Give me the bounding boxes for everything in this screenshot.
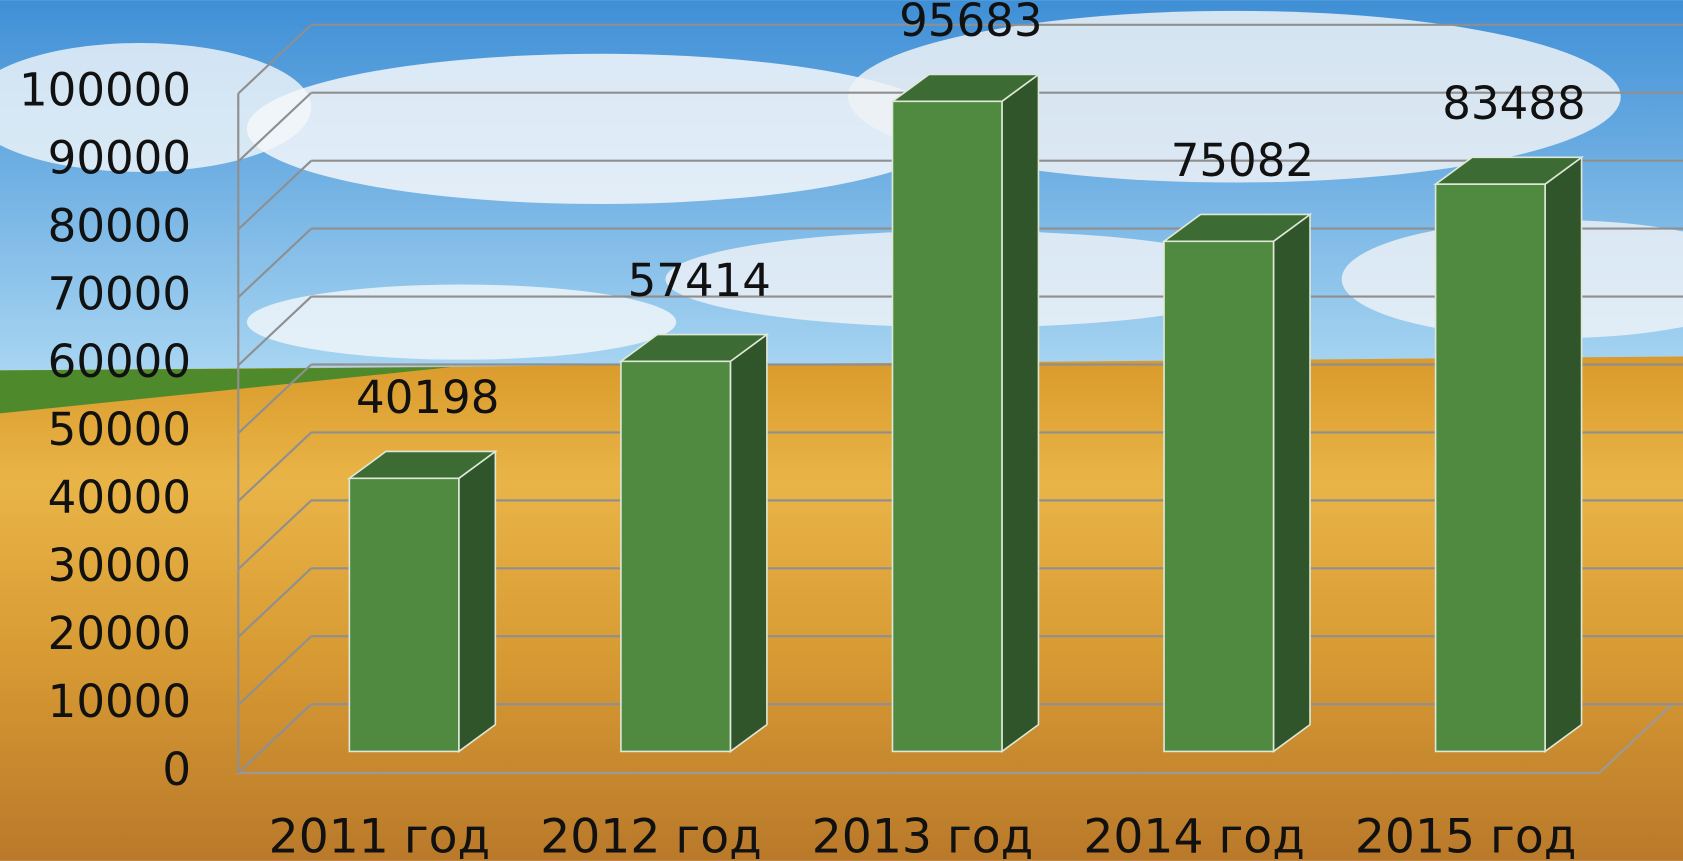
y-tick-label: 50000 <box>48 403 191 456</box>
bar-side <box>730 335 766 752</box>
value-label: 40198 <box>356 371 499 424</box>
bar <box>1436 184 1545 751</box>
y-tick-label: 0 <box>162 743 191 796</box>
y-tick-label: 20000 <box>48 607 191 660</box>
x-tick-label: 2013 год <box>812 809 1034 861</box>
bar-side <box>459 451 495 751</box>
y-tick-label: 30000 <box>48 539 191 592</box>
value-label: 95683 <box>899 0 1042 47</box>
bar <box>621 361 730 751</box>
y-tick-label: 80000 <box>48 199 191 252</box>
x-tick-label: 2011 год <box>269 809 491 861</box>
y-tick-label: 40000 <box>48 471 191 524</box>
bar <box>349 478 458 751</box>
value-label: 83488 <box>1442 77 1585 130</box>
background <box>0 0 1683 861</box>
y-tick-label: 60000 <box>48 335 191 388</box>
bar <box>1164 241 1273 751</box>
bar <box>892 101 1001 751</box>
y-tick-label: 10000 <box>48 675 191 728</box>
chart: 0 10000 20000 30000 40000 50000 60000 70000 8000… <box>0 0 1683 861</box>
bar-side <box>1545 157 1581 751</box>
bar-side <box>1002 75 1038 752</box>
page: {"chart_data": {"type": "bar3d", "catego… <box>0 0 1683 861</box>
value-label: 75082 <box>1171 134 1314 187</box>
y-tick-label: 90000 <box>48 131 191 184</box>
y-tick-label: 100000 <box>19 63 191 116</box>
x-tick-label: 2012 год <box>540 809 762 861</box>
bar-side <box>1274 214 1310 751</box>
y-tick-label: 70000 <box>48 267 191 320</box>
value-label: 57414 <box>628 254 771 307</box>
x-tick-label: 2014 год <box>1083 809 1305 861</box>
x-tick-label: 2015 год <box>1355 809 1577 861</box>
